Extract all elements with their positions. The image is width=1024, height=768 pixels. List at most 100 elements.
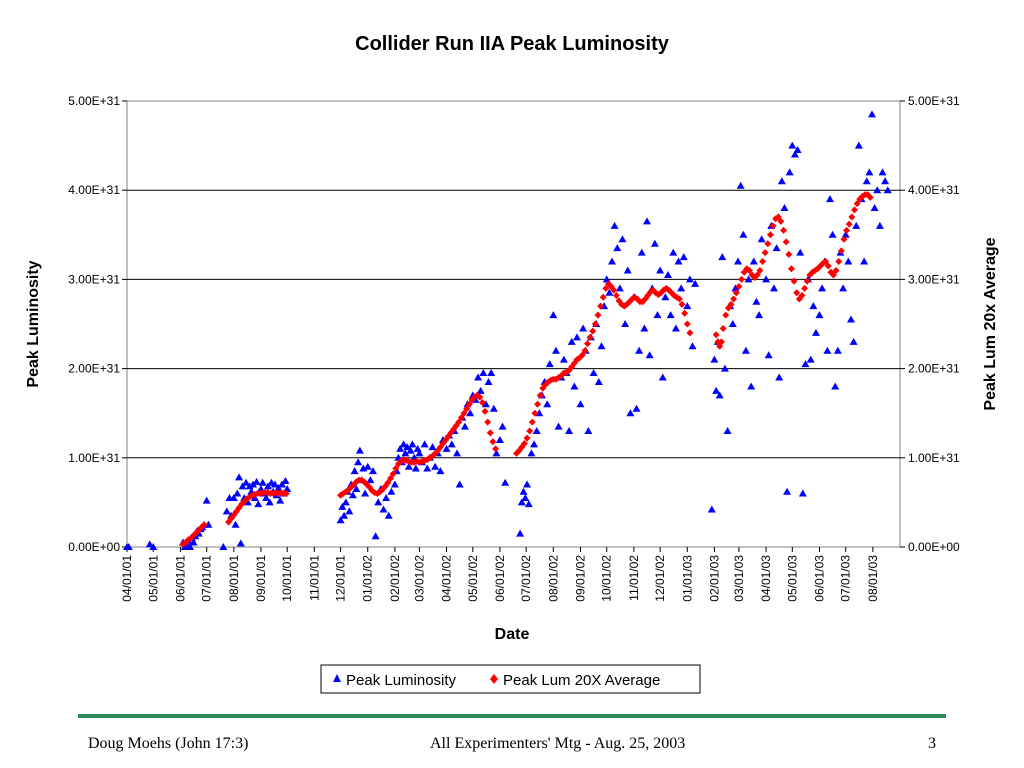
x-tick-label: 10/01/01 xyxy=(280,555,294,602)
x-tick-label: 12/01/02 xyxy=(653,555,667,602)
peak-luminosity-point xyxy=(233,489,242,497)
peak-luminosity-point xyxy=(229,493,238,501)
peak-luminosity-point xyxy=(474,373,483,381)
peak-luminosity-point xyxy=(466,409,475,417)
peak-luminosity-point xyxy=(798,489,807,497)
x-tick-label: 05/01/01 xyxy=(146,555,160,602)
peak-luminosity-point xyxy=(589,369,598,377)
peak-luminosity-point xyxy=(460,422,469,430)
average-point xyxy=(675,295,683,303)
average-point xyxy=(727,300,735,308)
average-point xyxy=(774,213,782,221)
peak-luminosity-point xyxy=(543,400,552,408)
peak-luminosity-point xyxy=(145,540,154,548)
peak-luminosity-point xyxy=(222,507,231,515)
average-point xyxy=(534,400,542,408)
average-point xyxy=(523,434,531,442)
x-tick-label: 06/01/02 xyxy=(493,555,507,602)
peak-luminosity-point xyxy=(873,186,882,194)
average-point xyxy=(853,200,861,208)
average-point xyxy=(848,213,856,221)
peak-luminosity-point xyxy=(664,270,673,278)
peak-luminosity-point xyxy=(350,467,359,475)
average-point xyxy=(597,302,605,310)
peak-luminosity-point xyxy=(762,275,771,283)
peak-luminosity-point xyxy=(683,302,692,310)
peak-luminosity-point xyxy=(833,346,842,354)
x-tick-label: 01/01/02 xyxy=(361,555,375,602)
average-point xyxy=(793,289,801,297)
peak-luminosity-point xyxy=(780,204,789,212)
x-tick-label: 07/01/03 xyxy=(839,555,853,602)
peak-luminosity-point xyxy=(254,500,263,508)
peak-luminosity-point xyxy=(712,386,721,394)
peak-luminosity-point xyxy=(828,230,837,238)
x-tick-label: 03/01/03 xyxy=(732,555,746,602)
y2-axis-ticks: 0.00E+00 1.00E+31 2.00E+31 3.00E+31 4.00E+31… xyxy=(900,94,960,554)
average-point xyxy=(586,333,594,341)
average-point xyxy=(712,331,720,339)
average-point xyxy=(681,309,689,317)
peak-luminosity-point xyxy=(235,473,244,481)
y-tick-label: 0.00E+00 xyxy=(68,540,120,554)
average-point xyxy=(764,240,772,248)
x-tick-label: 05/01/02 xyxy=(466,555,480,602)
peak-luminosity-point xyxy=(658,373,667,381)
x-tick-label: 06/01/01 xyxy=(173,555,187,602)
legend: Peak Luminosity Peak Lum 20X Average xyxy=(320,664,701,694)
x-tick-label: 06/01/03 xyxy=(812,555,826,602)
average-point xyxy=(492,445,500,453)
peak-luminosity-point xyxy=(236,539,245,547)
peak-luminosity-point xyxy=(366,476,375,484)
peak-luminosity-point xyxy=(238,482,247,490)
average-point xyxy=(602,284,610,292)
peak-luminosity-point xyxy=(551,346,560,354)
peak-luminosity-point xyxy=(618,235,627,243)
peak-luminosity-point xyxy=(487,369,496,377)
peak-luminosity-point xyxy=(354,458,363,466)
peak-luminosity-point xyxy=(728,320,737,327)
peak-luminosity-point xyxy=(769,284,778,292)
peak-luminosity-point xyxy=(476,386,485,394)
peak-luminosity-point xyxy=(570,382,579,390)
peak-luminosity-point xyxy=(801,360,810,368)
peak-luminosity-point xyxy=(640,324,649,332)
peak-luminosity-point xyxy=(258,478,267,486)
peak-luminosity-point xyxy=(679,253,688,261)
peak-luminosity-point xyxy=(584,427,593,435)
peak-luminosity-point xyxy=(685,275,694,283)
peak-luminosity-point xyxy=(341,498,350,506)
legend-diamond-marker xyxy=(490,674,498,684)
x-tick-label: 01/01/03 xyxy=(680,555,694,602)
peak-luminosity-point xyxy=(669,248,678,256)
average-point xyxy=(843,226,851,234)
peak-luminosity-point xyxy=(626,409,635,417)
average-point xyxy=(732,289,740,297)
peak-luminosity-point xyxy=(755,311,764,319)
average-point xyxy=(803,277,811,285)
peak-luminosity-point xyxy=(404,462,413,470)
peak-luminosity-point xyxy=(739,230,748,238)
peak-luminosity-point xyxy=(263,482,272,490)
average-point xyxy=(759,258,767,266)
average-point xyxy=(389,470,397,478)
average-point xyxy=(520,440,528,448)
peak-luminosity-point xyxy=(605,288,614,296)
peak-luminosity-point xyxy=(242,478,251,486)
average-point xyxy=(455,418,463,426)
x-tick-label: 07/01/02 xyxy=(519,555,533,602)
peak-luminosity-point xyxy=(355,446,364,454)
average-point xyxy=(599,293,607,301)
peak-luminosity-point xyxy=(777,177,786,185)
peak-luminosity-point xyxy=(718,253,727,261)
peak-luminosity-point xyxy=(610,221,619,229)
peak-luminosity-point xyxy=(565,427,574,435)
average-point xyxy=(730,295,738,303)
peak-luminosity-point xyxy=(757,235,766,243)
peak-luminosity-point xyxy=(535,409,544,417)
peak-luminosity-point xyxy=(860,257,869,265)
peak-luminosity-point xyxy=(645,351,654,359)
average-point xyxy=(476,393,484,401)
x-tick-label: 08/01/01 xyxy=(227,555,241,602)
peak-luminosity-point xyxy=(796,248,805,256)
